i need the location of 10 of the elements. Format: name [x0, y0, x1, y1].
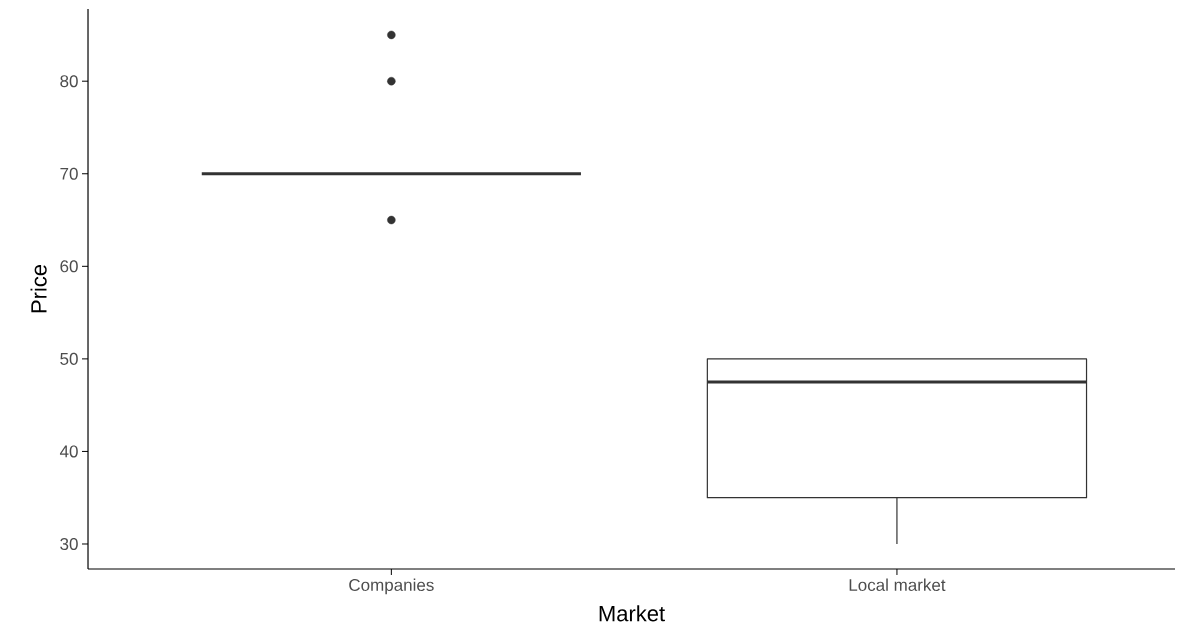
y-tick-label: 60 — [60, 260, 78, 273]
x-tick-label: Companies — [349, 578, 434, 595]
x-tick-label: Local market — [849, 578, 946, 592]
y-tick-label: 40 — [59, 445, 78, 458]
y-tick-label: 50 — [60, 352, 78, 365]
y-tick-label: 30 — [60, 537, 78, 551]
y-axis-title: Price — [30, 264, 47, 313]
y-tick-label: 70 — [60, 167, 78, 180]
x-axis-title: Market — [599, 605, 665, 622]
y-tick-label: 80 — [60, 75, 78, 88]
